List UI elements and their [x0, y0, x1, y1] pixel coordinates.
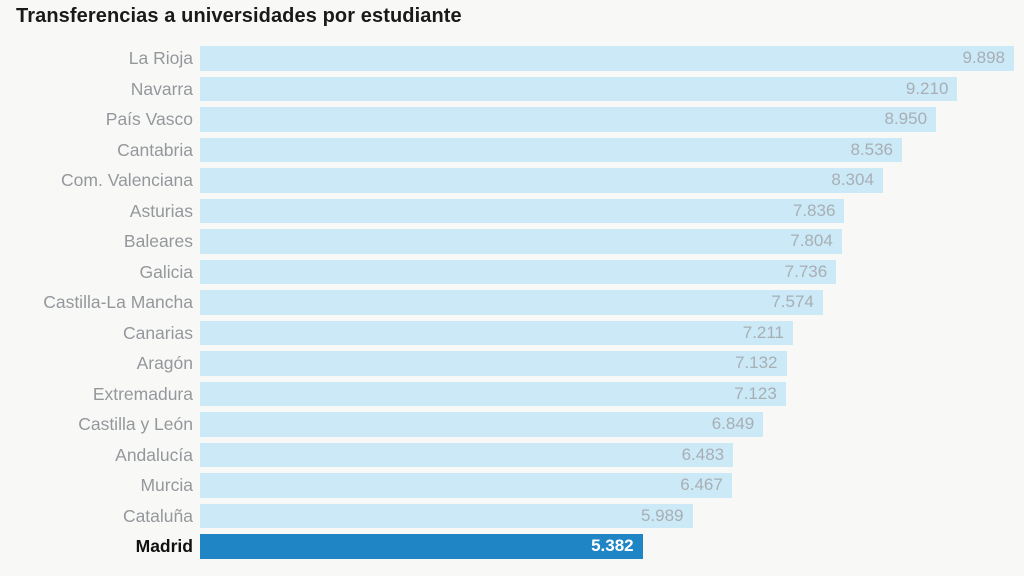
bar-row: Extremadura 7.123	[0, 381, 1014, 406]
value-label: 7.736	[784, 261, 828, 281]
value-label: 7.804	[790, 231, 833, 251]
category-label: Com. Valenciana	[61, 170, 193, 190]
category-label: Aragón	[136, 353, 193, 373]
bar-row: Andalucía 6.483	[0, 442, 1014, 467]
bar: 9.898	[200, 46, 1014, 71]
bar-track: 7.123	[200, 381, 1014, 406]
bar-track: 7.574	[200, 290, 1014, 315]
category-label: Asturias	[129, 200, 193, 221]
bar-track: 9.898	[200, 46, 1014, 71]
bar: 9.210	[200, 76, 958, 101]
category-label: La Rioja	[128, 48, 193, 68]
value-label: 5.989	[640, 505, 684, 525]
bar-row: Cataluña 5.989	[0, 503, 1014, 528]
bar: 7.132	[200, 351, 787, 376]
bar: 6.849	[200, 412, 764, 437]
category-label: Canarias	[122, 322, 193, 343]
value-label: 6.483	[681, 444, 725, 464]
bar: 7.574	[200, 290, 823, 315]
bar: 6.483	[200, 442, 734, 467]
bar-chart: La Rioja 9.898 Navarra 9.210 País Vasco …	[0, 46, 1014, 565]
value-label: 7.836	[792, 200, 836, 220]
bar: 7.836	[200, 198, 845, 223]
value-label: 6.849	[711, 414, 755, 434]
category-label: Baleares	[123, 231, 193, 251]
category-label: Galicia	[139, 261, 194, 282]
value-label: 5.382	[591, 536, 634, 556]
bar: 8.304	[200, 168, 883, 193]
bar: 7.804	[200, 229, 842, 254]
bar: 7.211	[200, 320, 794, 345]
category-label: Navarra	[130, 78, 193, 99]
chart-title: Transferencias a universidades por estud…	[16, 5, 462, 27]
value-label: 7.574	[771, 292, 814, 312]
bar-track: 8.536	[200, 137, 1014, 162]
category-label: Andalucía	[115, 444, 193, 465]
bar-track: 7.804	[200, 229, 1014, 254]
bar-track: 8.304	[200, 168, 1014, 193]
category-label: Castilla-La Mancha	[43, 292, 193, 312]
bar-row: La Rioja 9.898	[0, 46, 1014, 71]
bar-track: 6.849	[200, 412, 1014, 437]
bar-track: 6.483	[200, 442, 1014, 467]
value-label: 9.898	[962, 48, 1005, 68]
bar-row: Castilla y León 6.849	[0, 412, 1014, 437]
bar-row: Murcia 6.467	[0, 473, 1014, 498]
bar-row: Navarra 9.210	[0, 76, 1014, 101]
value-label: 6.467	[680, 475, 723, 495]
bar-track: 5.989	[200, 503, 1014, 528]
bar: 7.736	[200, 259, 837, 284]
category-label: Madrid	[135, 536, 193, 556]
bar-row: Asturias 7.836	[0, 198, 1014, 223]
category-label: Cataluña	[122, 505, 193, 526]
bar-track: 7.211	[200, 320, 1014, 345]
category-label: País Vasco	[105, 109, 193, 129]
bar-track: 7.132	[200, 351, 1014, 376]
value-label: 9.210	[905, 78, 949, 98]
bar-row: Castilla-La Mancha 7.574	[0, 290, 1014, 315]
category-label: Cantabria	[117, 139, 193, 160]
bar: 7.123	[200, 381, 786, 406]
bar-track: 7.736	[200, 259, 1014, 284]
value-label: 7.211	[742, 322, 785, 342]
bar-row: Galicia 7.736	[0, 259, 1014, 284]
bar-track: 8.950	[200, 107, 1014, 132]
bar-row: Aragón 7.132	[0, 351, 1014, 376]
bar-track: 9.210	[200, 76, 1014, 101]
value-label: 8.304	[831, 170, 874, 190]
bar: 8.536	[200, 137, 902, 162]
bar-row: Cantabria 8.536	[0, 137, 1014, 162]
bar-track: 5.382	[200, 534, 1014, 559]
category-label: Castilla y León	[78, 414, 193, 434]
bar-row: Canarias 7.211	[0, 320, 1014, 345]
bar: 5.382	[200, 534, 643, 559]
value-label: 7.123	[734, 383, 777, 403]
bar-row: País Vasco 8.950	[0, 107, 1014, 132]
bar-track: 6.467	[200, 473, 1014, 498]
value-label: 8.536	[850, 139, 893, 159]
category-label: Murcia	[140, 475, 193, 495]
value-label: 8.950	[884, 109, 928, 129]
bar: 8.950	[200, 107, 937, 132]
value-label: 7.132	[734, 353, 778, 373]
bar-row: Madrid 5.382	[0, 534, 1014, 559]
category-label: Extremadura	[92, 383, 193, 404]
bar-row: Com. Valenciana 8.304	[0, 168, 1014, 193]
bar-track: 7.836	[200, 198, 1014, 223]
bar: 6.467	[200, 473, 732, 498]
bar-row: Baleares 7.804	[0, 229, 1014, 254]
bar: 5.989	[200, 503, 693, 528]
